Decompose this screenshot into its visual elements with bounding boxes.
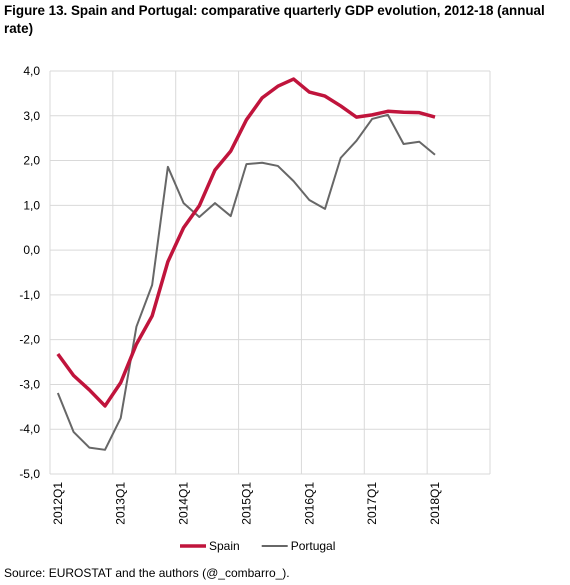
y-tick-label: 0,0 [23, 243, 40, 257]
chart-title: Figure 13. Spain and Portugal: comparati… [4, 3, 545, 36]
y-tick-label: 2,0 [23, 154, 40, 168]
x-tick-label: 2017Q1 [365, 482, 379, 525]
y-tick-label: 1,0 [23, 198, 40, 212]
y-tick-label: 3,0 [23, 109, 40, 123]
x-tick-label: 2012Q1 [51, 482, 65, 525]
x-tick-label: 2014Q1 [177, 482, 191, 525]
series-line [56, 77, 436, 408]
legend-label: Portugal [291, 539, 336, 553]
y-tick-label: 4,0 [23, 64, 40, 78]
y-tick-label: -2,0 [19, 333, 40, 347]
x-tick-label: 2016Q1 [302, 482, 316, 525]
legend-label: Spain [209, 539, 240, 553]
x-tick-label: 2018Q1 [428, 482, 442, 525]
source-note: Source: EUROSTAT and the authors (@_comb… [4, 566, 290, 580]
y-tick-label: -4,0 [19, 422, 40, 436]
y-tick-label: -1,0 [19, 288, 40, 302]
y-tick-label: -3,0 [19, 377, 40, 391]
x-tick-label: 2015Q1 [239, 482, 253, 525]
series-line [56, 113, 436, 451]
y-tick-label: -5,0 [19, 467, 40, 481]
x-tick-label: 2013Q1 [114, 482, 128, 525]
